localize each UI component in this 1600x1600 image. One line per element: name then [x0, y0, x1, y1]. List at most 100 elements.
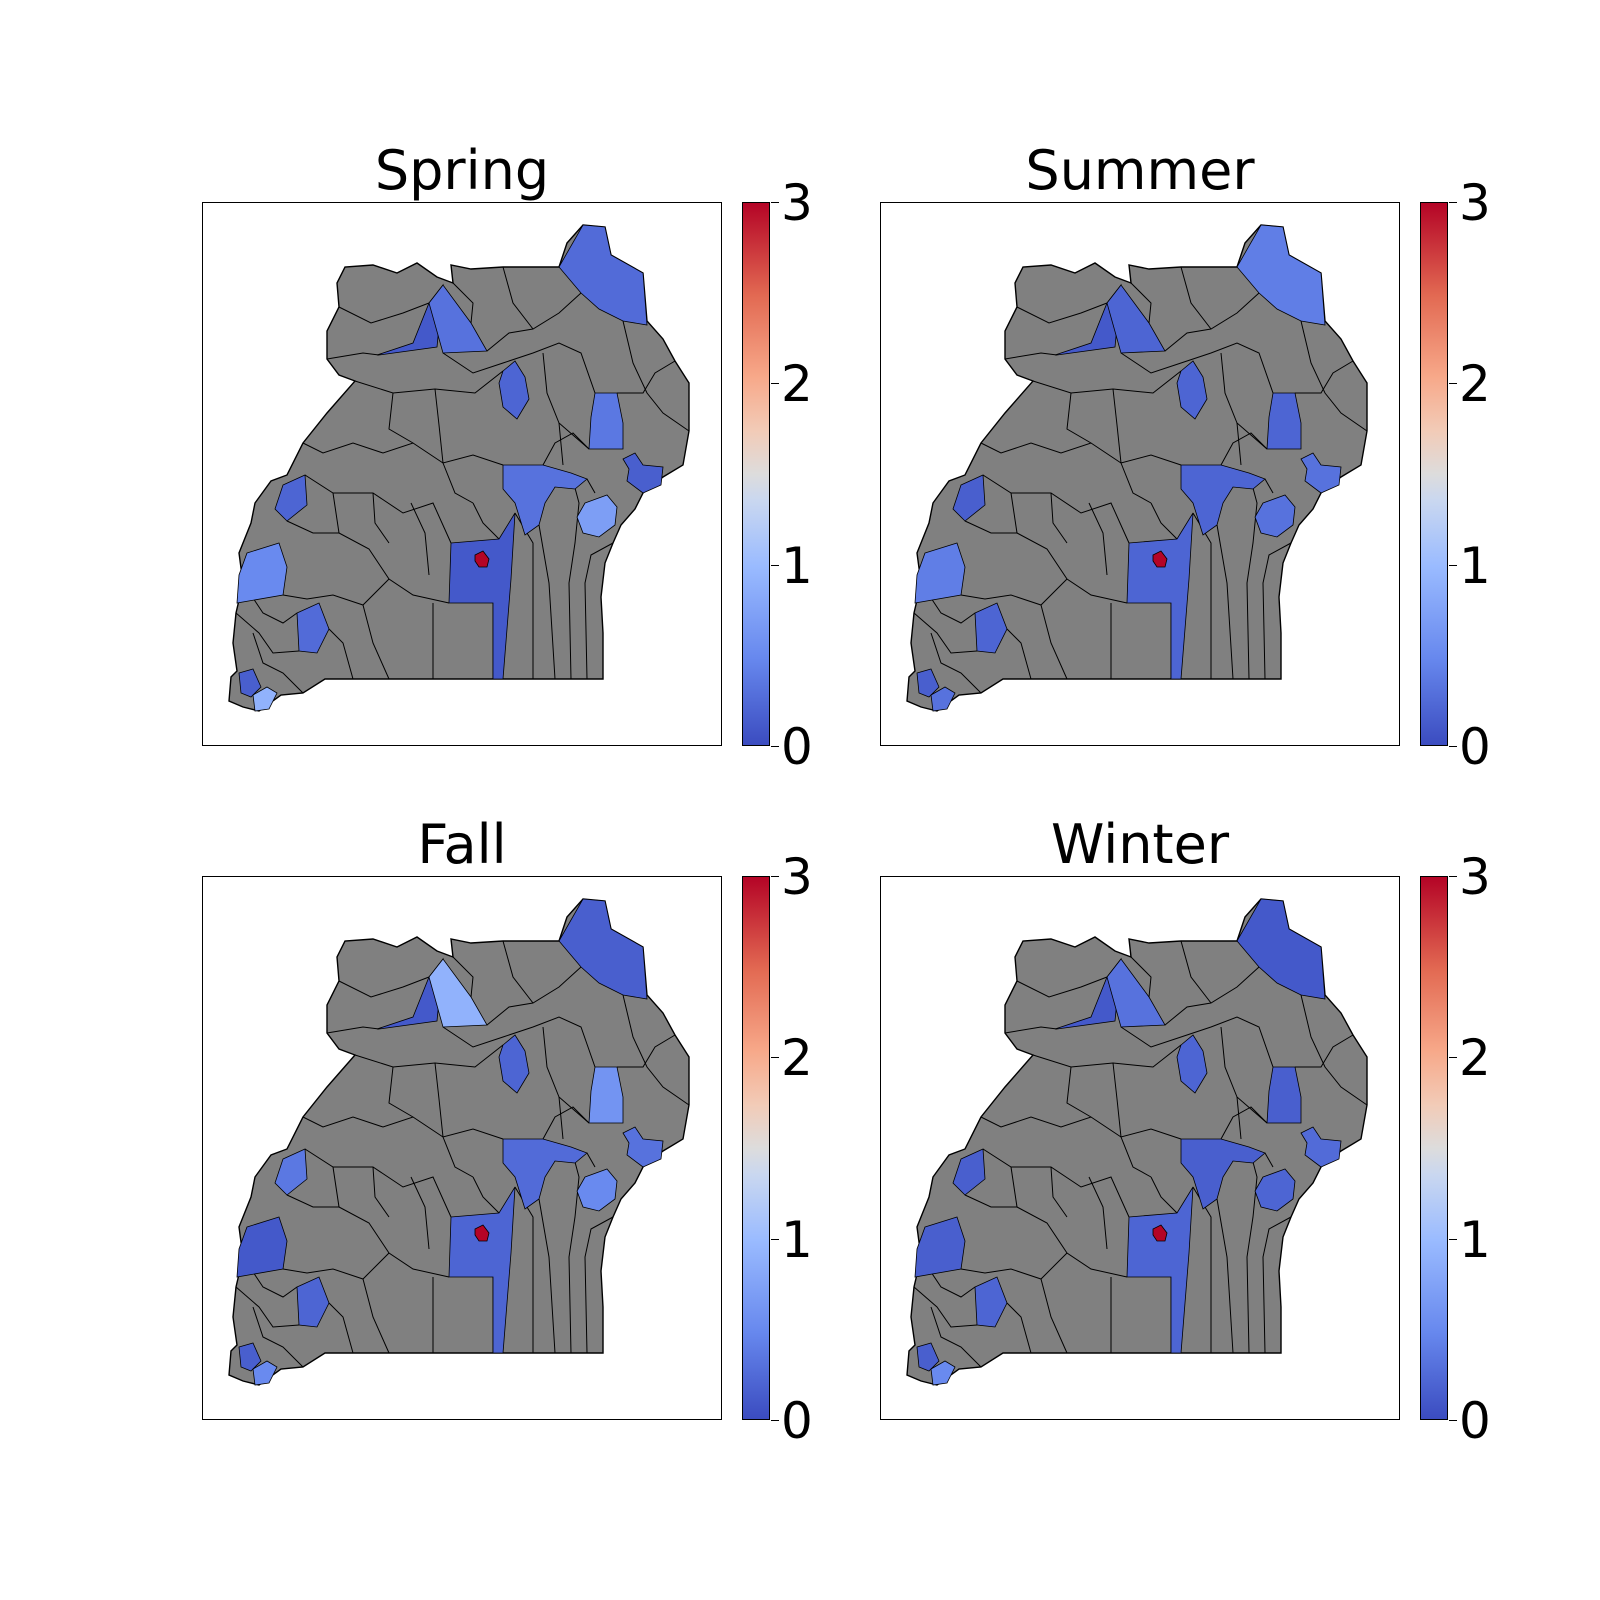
district-border — [1262, 542, 1292, 680]
district-west-b — [914, 542, 966, 604]
district-border — [538, 1198, 556, 1354]
district-border — [502, 266, 534, 330]
district-border — [442, 1016, 596, 1068]
district-border — [434, 388, 444, 464]
district-borders — [235, 266, 690, 694]
district-border — [1120, 1136, 1152, 1178]
district-border — [584, 542, 614, 680]
district-border — [1130, 956, 1152, 998]
district-east-small — [1300, 1126, 1342, 1168]
panel-title-spring: Spring — [374, 139, 550, 202]
district-east-small — [622, 1126, 664, 1168]
district-border — [452, 956, 474, 998]
district-border — [617, 360, 676, 394]
district-elgon — [576, 494, 618, 538]
district-sw-tip-b — [930, 686, 956, 712]
district-border — [388, 1066, 414, 1118]
district-acholi-small — [498, 1034, 530, 1094]
colorbar-tick-label: 2 — [781, 1029, 813, 1088]
district-border — [442, 342, 596, 394]
district-west-nile-b — [428, 958, 488, 1028]
district-border — [302, 442, 504, 466]
district-border — [622, 994, 690, 1106]
district-sw-tip-a — [238, 668, 262, 698]
map-svg-fall — [228, 898, 690, 1386]
district-border — [1264, 1152, 1274, 1168]
map-svg-summer — [906, 224, 1368, 712]
colorbar-tick-label: 3 — [781, 848, 813, 906]
colorbar-tick — [771, 202, 779, 203]
district-border — [1010, 1166, 1128, 1278]
district-sw-tip-b — [252, 686, 278, 712]
district-central-east — [502, 1138, 588, 1210]
district-border — [1220, 1026, 1268, 1124]
district-border — [252, 632, 304, 694]
district-border — [362, 1278, 390, 1354]
district-border — [1112, 388, 1122, 464]
district-border — [1006, 1302, 1032, 1354]
district-border — [1016, 976, 1108, 998]
district-border — [410, 1176, 430, 1250]
district-southwest — [974, 602, 1008, 654]
district-border — [452, 282, 474, 324]
district-border — [1040, 1278, 1068, 1354]
district-border — [372, 492, 390, 544]
district-central — [448, 1186, 516, 1354]
district-border — [235, 1286, 300, 1328]
district-border — [1004, 352, 1058, 360]
district-border — [502, 940, 534, 1004]
district-border — [1130, 282, 1152, 324]
panel-title-fall: Fall — [417, 813, 507, 876]
district-border — [282, 578, 390, 606]
district-border — [1088, 502, 1108, 576]
district-border — [434, 1062, 444, 1138]
district-border — [586, 478, 596, 494]
district-border — [1004, 1026, 1058, 1034]
colorbar-tick — [1449, 1238, 1457, 1240]
district-borders — [913, 940, 1368, 1368]
district-border — [235, 612, 300, 654]
district-border — [328, 1302, 354, 1354]
panel-title-summer: Summer — [1025, 139, 1255, 202]
colorbar-tick — [771, 746, 779, 747]
district-border — [1120, 1016, 1274, 1068]
district-border — [1180, 940, 1212, 1004]
district-border — [472, 1176, 500, 1214]
district-border — [568, 1146, 580, 1354]
district-border — [338, 302, 430, 324]
district-border — [1050, 1166, 1068, 1218]
district-border — [1246, 1146, 1258, 1354]
district-border — [326, 1026, 380, 1034]
district-border — [1050, 492, 1068, 544]
district-southwest — [296, 602, 330, 654]
district-border — [286, 520, 339, 534]
district-border — [442, 1136, 474, 1178]
district-border — [326, 352, 380, 360]
district-border — [960, 1252, 1068, 1280]
district-border — [982, 474, 1130, 544]
district-border — [558, 1096, 564, 1140]
district-borders — [235, 940, 690, 1368]
district-border — [1300, 994, 1368, 1106]
district-border — [1220, 1106, 1268, 1140]
colorbar-tick-label: 2 — [1459, 1029, 1491, 1088]
colorbar-tick-label: 0 — [1459, 1392, 1491, 1450]
district-border — [980, 442, 1182, 466]
district-border — [372, 1166, 390, 1218]
colorbar-tick — [1449, 746, 1457, 747]
district-border — [338, 976, 430, 998]
district-east-small — [1300, 452, 1342, 494]
district-acholi-small — [498, 360, 530, 420]
colorbar-tick-label: 0 — [1459, 718, 1491, 776]
district-border — [1010, 492, 1128, 604]
colorbar-tick — [1449, 383, 1457, 385]
district-border — [980, 1116, 1182, 1140]
district-border — [1295, 360, 1354, 394]
district-west-nile-b — [428, 284, 488, 354]
district-border — [1216, 524, 1234, 680]
district-acholi-small — [1176, 1034, 1208, 1094]
district-west-nile-b — [1106, 284, 1166, 354]
district-border — [388, 392, 414, 444]
district-border — [930, 1306, 982, 1368]
